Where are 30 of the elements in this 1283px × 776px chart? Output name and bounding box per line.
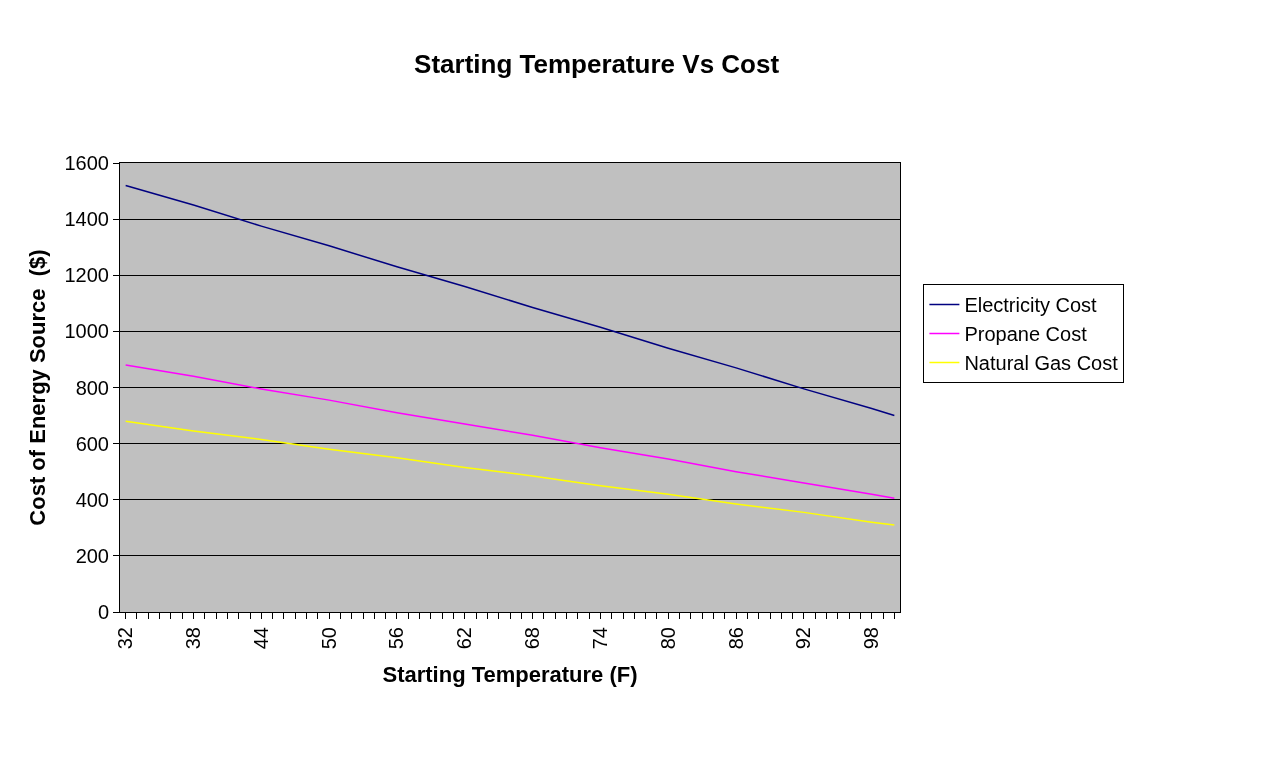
legend-label: Propane Cost: [964, 323, 1088, 346]
x-tick-label: 86: [724, 627, 747, 650]
x-tick-label: 38: [181, 627, 204, 650]
x-axis-title: Starting Temperature (F): [382, 662, 638, 688]
y-tick-label: 800: [75, 376, 109, 399]
legend-label: Electricity Cost: [964, 294, 1098, 317]
x-tick-label: 98: [860, 627, 883, 650]
y-tick-label: 400: [75, 488, 109, 511]
y-tick-label: 1600: [64, 152, 109, 174]
x-tick-label: 32: [114, 627, 137, 650]
y-tick-label: 0: [97, 601, 109, 623]
x-tick-label: 74: [588, 627, 611, 650]
y-tick-label: 600: [75, 432, 109, 455]
line-series: [124, 420, 896, 526]
x-tick-label: 68: [521, 627, 544, 650]
line-series: [124, 364, 896, 500]
y-tick-label: 1000: [64, 320, 109, 343]
line-series: [124, 184, 896, 417]
x-tick-label: 62: [453, 627, 476, 650]
y-tick-label: 1400: [64, 208, 109, 231]
y-tick-label: 200: [75, 544, 109, 567]
y-axis-title: Cost of Energy Source ($): [25, 249, 51, 526]
x-tick-label: 50: [317, 627, 340, 650]
x-tick-label: 56: [385, 627, 408, 650]
x-tick-label: 80: [656, 627, 679, 650]
y-tick-label: 1200: [64, 264, 109, 287]
chart-title: Starting Temperature Vs Cost: [414, 48, 780, 79]
x-tick-label: 44: [249, 627, 272, 650]
x-tick-label: 92: [792, 627, 815, 650]
legend-label: Natural Gas Cost: [964, 352, 1119, 375]
